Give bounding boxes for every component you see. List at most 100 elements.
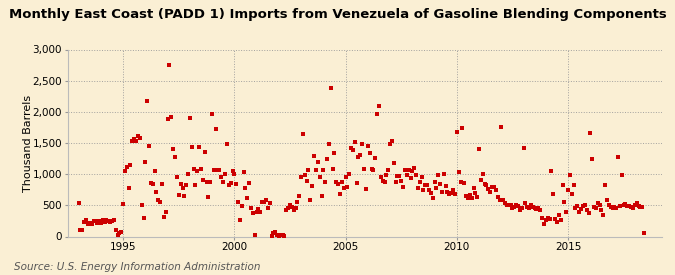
Point bbox=[410, 173, 421, 178]
Point bbox=[313, 160, 323, 164]
Point bbox=[389, 161, 400, 165]
Point bbox=[111, 228, 122, 233]
Point bbox=[298, 131, 308, 136]
Point bbox=[175, 182, 186, 186]
Point bbox=[316, 194, 327, 198]
Point bbox=[500, 201, 510, 205]
Point bbox=[607, 206, 618, 210]
Point bbox=[502, 203, 512, 208]
Text: Monthly East Coast (PADD 1) Imports from Venezuela of Gasoline Blending Componen: Monthly East Coast (PADD 1) Imports from… bbox=[9, 8, 666, 21]
Point bbox=[444, 192, 455, 196]
Point bbox=[583, 211, 594, 215]
Point bbox=[512, 204, 523, 208]
Point bbox=[408, 166, 419, 170]
Point bbox=[494, 197, 505, 202]
Point bbox=[620, 202, 631, 206]
Point bbox=[450, 192, 460, 196]
Point bbox=[99, 220, 110, 224]
Point bbox=[270, 229, 281, 234]
Point bbox=[342, 185, 353, 189]
Point bbox=[144, 144, 155, 148]
Point bbox=[461, 194, 472, 198]
Point bbox=[616, 173, 627, 178]
Point bbox=[457, 126, 468, 130]
Point bbox=[211, 127, 221, 131]
Point bbox=[322, 156, 333, 161]
Text: Source: U.S. Energy Information Administration: Source: U.S. Energy Information Administ… bbox=[14, 262, 260, 272]
Point bbox=[568, 183, 579, 188]
Point bbox=[559, 199, 570, 204]
Point bbox=[77, 228, 88, 232]
Point bbox=[452, 130, 462, 134]
Point bbox=[251, 210, 262, 214]
Point bbox=[581, 208, 592, 212]
Point bbox=[390, 180, 401, 185]
Point bbox=[250, 233, 261, 237]
Point bbox=[477, 171, 488, 176]
Point bbox=[338, 186, 349, 190]
Point bbox=[129, 137, 140, 141]
Point bbox=[464, 192, 475, 197]
Point bbox=[149, 169, 160, 173]
Point bbox=[184, 116, 195, 120]
Point bbox=[639, 231, 649, 236]
Point bbox=[231, 181, 242, 186]
Point bbox=[288, 208, 299, 213]
Point bbox=[73, 200, 84, 205]
Point bbox=[368, 168, 379, 173]
Point bbox=[205, 180, 216, 184]
Point bbox=[596, 208, 607, 213]
Point bbox=[526, 203, 537, 208]
Point bbox=[551, 219, 562, 224]
Point bbox=[566, 192, 577, 196]
Point bbox=[535, 208, 545, 212]
Point bbox=[628, 206, 639, 211]
Point bbox=[255, 210, 266, 214]
Point bbox=[487, 185, 497, 189]
Point bbox=[142, 99, 153, 103]
Point bbox=[362, 144, 373, 148]
Point bbox=[264, 201, 275, 206]
Point bbox=[331, 180, 342, 185]
Point bbox=[225, 181, 236, 185]
Point bbox=[285, 202, 296, 207]
Point bbox=[448, 188, 458, 192]
Point bbox=[132, 133, 143, 138]
Point bbox=[357, 141, 368, 146]
Point bbox=[442, 189, 453, 194]
Point bbox=[453, 169, 464, 174]
Point bbox=[233, 199, 244, 204]
Point bbox=[462, 196, 473, 200]
Point bbox=[201, 180, 212, 185]
Point bbox=[364, 151, 375, 155]
Point bbox=[263, 206, 273, 211]
Point bbox=[394, 174, 405, 178]
Point bbox=[472, 194, 483, 199]
Point bbox=[94, 219, 105, 223]
Point bbox=[84, 220, 95, 225]
Point bbox=[520, 201, 531, 205]
Point bbox=[490, 188, 501, 192]
Point bbox=[529, 206, 540, 211]
Point bbox=[107, 219, 117, 224]
Point bbox=[598, 213, 609, 217]
Point bbox=[335, 192, 346, 196]
Point bbox=[511, 203, 522, 208]
Point bbox=[481, 183, 492, 188]
Point bbox=[119, 169, 130, 173]
Point bbox=[238, 169, 249, 174]
Point bbox=[159, 215, 169, 219]
Point bbox=[497, 198, 508, 203]
Point bbox=[275, 233, 286, 237]
Point bbox=[166, 115, 177, 120]
Point bbox=[370, 156, 381, 160]
Point bbox=[379, 180, 390, 185]
Point bbox=[171, 175, 182, 180]
Point bbox=[563, 188, 574, 192]
Point bbox=[348, 148, 358, 152]
Point bbox=[633, 204, 644, 208]
Point bbox=[244, 181, 254, 185]
Point bbox=[372, 112, 383, 117]
Point bbox=[303, 167, 314, 172]
Point bbox=[277, 232, 288, 237]
